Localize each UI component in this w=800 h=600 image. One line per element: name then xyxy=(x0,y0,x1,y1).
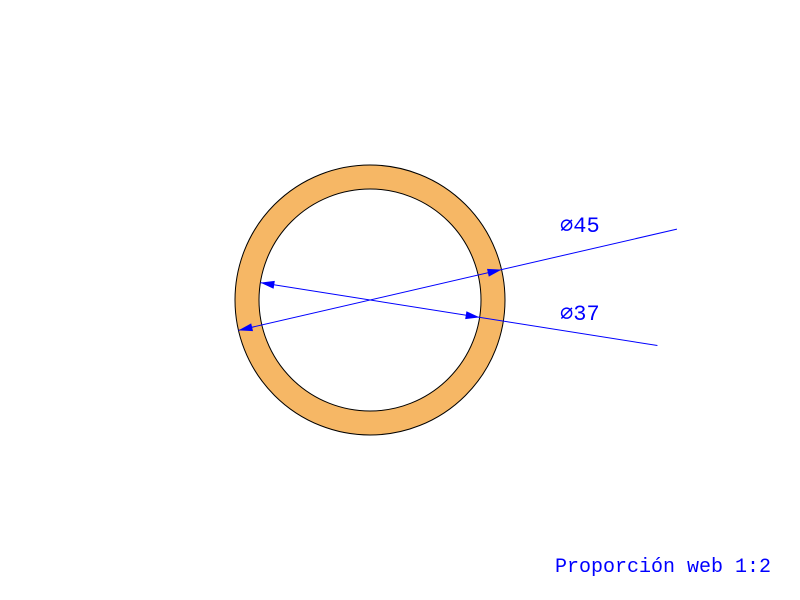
dim-arrow xyxy=(260,281,274,289)
dim-label-outer: ∅45 xyxy=(560,214,600,239)
drawing-svg: ∅45 ∅37 Proporción web 1:2 xyxy=(0,0,800,600)
dim-line-outer xyxy=(238,229,676,330)
scale-note: Proporción web 1:2 xyxy=(555,556,771,579)
dim-arrow xyxy=(465,311,479,319)
dim-label-inner: ∅37 xyxy=(560,302,600,327)
drawing-canvas: ∅45 ∅37 Proporción web 1:2 xyxy=(0,0,800,600)
